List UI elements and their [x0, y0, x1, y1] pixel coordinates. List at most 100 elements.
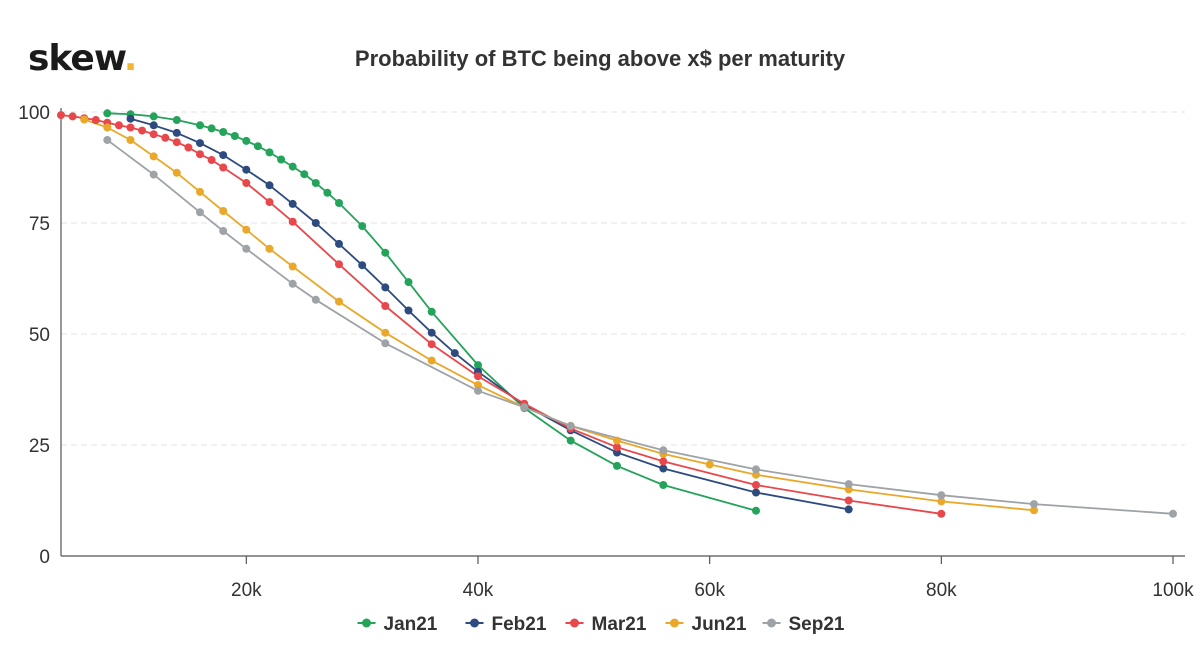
data-point-jan21 — [566, 436, 575, 445]
data-point-feb21 — [242, 165, 251, 174]
x-tick-label: 100k — [1152, 580, 1194, 601]
data-point-sep21 — [752, 465, 760, 474]
data-point-mar21 — [937, 509, 946, 518]
data-point-jun21 — [1030, 506, 1038, 515]
data-point-sep21 — [219, 227, 228, 235]
data-point-feb21 — [427, 328, 436, 337]
legend-label: Feb21 — [492, 614, 547, 635]
data-point-jun21 — [172, 168, 181, 177]
data-point-jan21 — [381, 248, 390, 257]
series-line-jun21 — [83, 118, 1035, 512]
skew-logo-dot: . — [123, 38, 138, 79]
data-point-jun21 — [265, 244, 274, 253]
legend-label: Sep21 — [789, 614, 845, 635]
data-point-jan21 — [253, 142, 262, 151]
data-point-sep21 — [149, 170, 158, 179]
data-point-sep21 — [288, 279, 297, 288]
data-point-feb21 — [752, 488, 760, 497]
data-point-feb21 — [149, 121, 158, 130]
data-point-mar21 — [427, 340, 436, 349]
data-point-jan21 — [358, 222, 367, 231]
data-point-feb21 — [265, 181, 274, 190]
data-point-sep21 — [659, 446, 668, 455]
data-point-sep21 — [520, 403, 529, 412]
legend-item-jun21[interactable]: Jun21 — [665, 614, 747, 635]
data-point-jun21 — [427, 356, 436, 365]
data-point-feb21 — [196, 139, 204, 148]
data-point-feb21 — [381, 283, 390, 292]
data-point-sep21 — [566, 421, 575, 430]
legend-swatch-marker — [470, 618, 479, 628]
data-point-feb21 — [311, 219, 320, 227]
legend-item-jan21[interactable]: Jan21 — [357, 614, 438, 635]
series-points — [57, 109, 1177, 518]
series-line-feb21 — [130, 117, 849, 511]
data-point-sep21 — [196, 208, 204, 217]
data-point-feb21 — [172, 128, 181, 137]
data-point-jan21 — [196, 121, 204, 130]
data-point-mar21 — [57, 111, 65, 120]
data-point-jan21 — [277, 155, 286, 164]
data-point-mar21 — [219, 163, 228, 172]
gridlines — [61, 111, 1185, 446]
data-point-jun21 — [335, 297, 343, 306]
data-point-mar21 — [335, 260, 343, 269]
axes: 0 25 50 75 100 20k 40k 60k 80k 100k — [18, 103, 1194, 601]
data-point-jan21 — [613, 461, 621, 470]
data-point-jan21 — [659, 481, 668, 489]
data-point-sep21 — [103, 136, 112, 144]
data-point-jun21 — [381, 328, 390, 337]
legend-item-mar21[interactable]: Mar21 — [565, 614, 647, 635]
data-point-jan21 — [288, 162, 297, 171]
data-point-mar21 — [288, 217, 297, 226]
data-point-mar21 — [752, 481, 760, 489]
data-point-jun21 — [149, 152, 158, 161]
data-point-mar21 — [161, 133, 170, 142]
data-point-jun21 — [242, 225, 251, 234]
data-point-jan21 — [335, 199, 343, 207]
data-point-mar21 — [242, 179, 251, 187]
data-point-mar21 — [184, 143, 193, 152]
y-tick-label: 100 — [18, 103, 50, 124]
data-point-sep21 — [1030, 500, 1038, 509]
data-point-jan21 — [230, 132, 239, 140]
data-point-feb21 — [335, 239, 343, 248]
data-point-mar21 — [138, 126, 147, 135]
data-point-feb21 — [659, 464, 668, 473]
data-point-jan21 — [207, 124, 216, 133]
data-point-mar21 — [844, 496, 853, 505]
data-point-feb21 — [844, 505, 853, 514]
legend-item-feb21[interactable]: Feb21 — [465, 614, 547, 635]
data-point-jun21 — [196, 187, 204, 196]
data-point-sep21 — [381, 339, 390, 348]
legend-swatch-marker — [570, 618, 579, 628]
data-point-jun21 — [288, 262, 297, 271]
legend-label: Jun21 — [692, 614, 747, 635]
legend-swatch-marker — [362, 618, 371, 628]
data-point-mar21 — [91, 116, 100, 124]
data-point-sep21 — [242, 244, 251, 253]
data-point-jun21 — [80, 115, 89, 124]
data-point-mar21 — [149, 130, 158, 139]
x-tick-label: 40k — [463, 580, 494, 601]
data-point-mar21 — [207, 156, 216, 164]
data-point-mar21 — [474, 372, 482, 381]
data-point-feb21 — [450, 349, 459, 358]
data-point-jun21 — [613, 436, 621, 445]
legend-item-sep21[interactable]: Sep21 — [762, 614, 845, 635]
legend-label: Jan21 — [384, 614, 438, 635]
y-tick-label: 50 — [29, 325, 50, 346]
data-point-jan21 — [323, 188, 332, 197]
data-point-mar21 — [659, 457, 668, 466]
data-point-mar21 — [114, 121, 123, 130]
legend-label: Mar21 — [592, 614, 647, 635]
data-point-jun21 — [474, 381, 482, 390]
skew-logo-text: skew — [28, 38, 125, 79]
data-point-mar21 — [126, 123, 135, 132]
data-point-jun21 — [219, 207, 228, 215]
data-point-feb21 — [288, 199, 297, 208]
legend[interactable]: Jan21 Feb21 Mar21 Jun21 Sep21 — [357, 614, 845, 635]
skew-logo: skew. — [28, 38, 138, 79]
data-point-jan21 — [219, 128, 228, 136]
data-point-jan21 — [474, 361, 482, 370]
